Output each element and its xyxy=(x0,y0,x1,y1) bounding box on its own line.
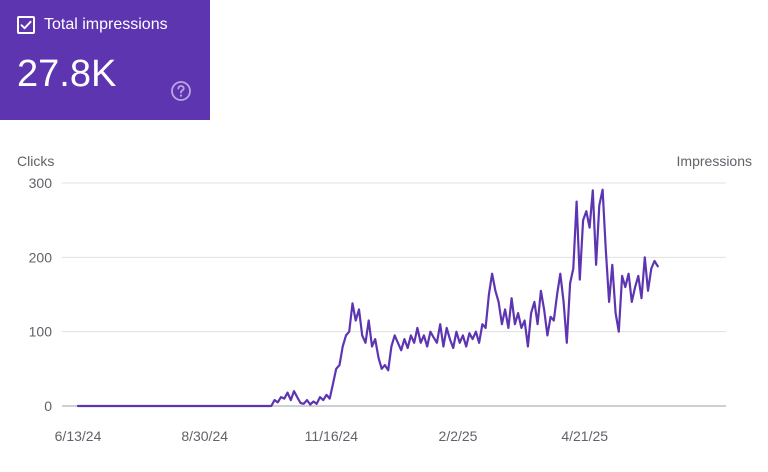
y-tick-label: 300 xyxy=(29,175,53,191)
x-tick-label: 4/21/25 xyxy=(561,428,608,444)
y-tick-label: 100 xyxy=(29,324,53,340)
clicks-series-line xyxy=(76,188,659,408)
y-tick-label: 200 xyxy=(29,249,53,265)
y-axis-title-right: Impressions xyxy=(676,153,752,169)
x-tick-label: 11/16/24 xyxy=(305,428,359,444)
x-tick-label: 2/2/25 xyxy=(439,428,478,444)
metric-label: Total impressions xyxy=(44,16,168,33)
help-icon[interactable] xyxy=(170,80,192,102)
checkbox-checked-icon[interactable] xyxy=(17,16,35,34)
y-axis-title-left: Clicks xyxy=(17,153,55,169)
total-impressions-card[interactable]: Total impressions 27.8K xyxy=(0,0,210,120)
check-mark xyxy=(20,20,32,30)
y-tick-label: 0 xyxy=(44,398,52,414)
x-tick-label: 8/30/24 xyxy=(181,428,228,444)
metric-value: 27.8K xyxy=(17,53,117,95)
x-tick-label: 6/13/24 xyxy=(55,428,102,444)
